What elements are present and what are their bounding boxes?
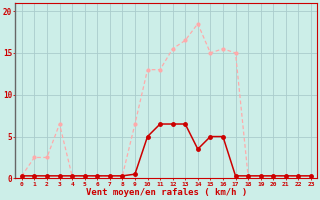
X-axis label: Vent moyen/en rafales ( km/h ): Vent moyen/en rafales ( km/h ) <box>86 188 247 197</box>
